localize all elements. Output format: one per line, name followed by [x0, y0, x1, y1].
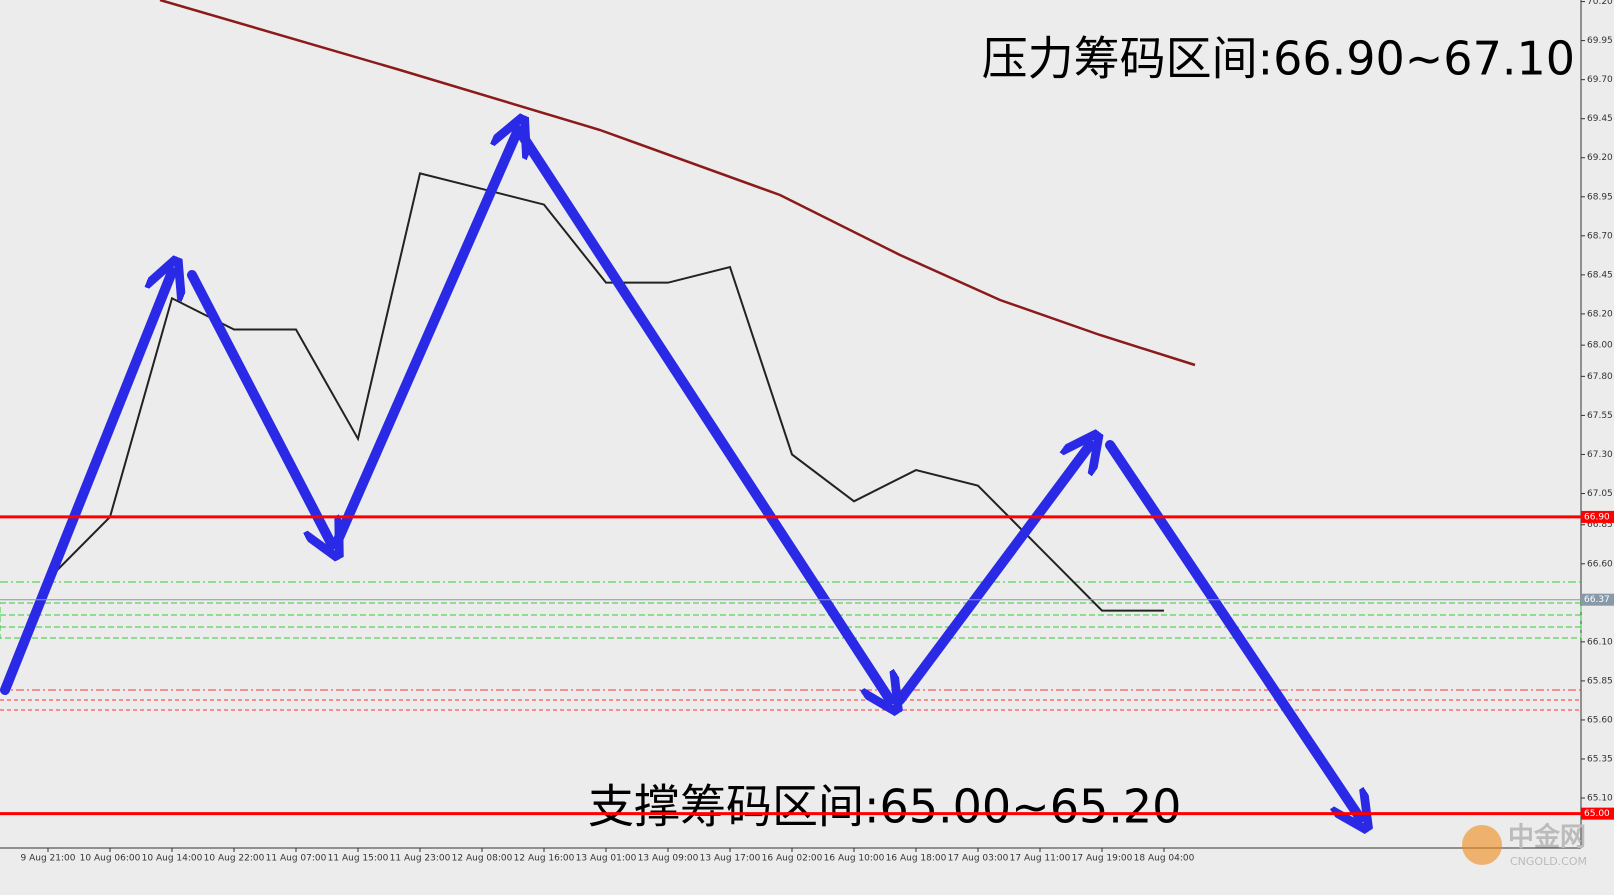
y-tick-label: 70.20: [1587, 0, 1613, 7]
long-ma: [159, 0, 1196, 367]
x-tick-label: 11 Aug 23:00: [390, 854, 451, 864]
plot-area: [0, 0, 1581, 848]
y-tick-label: 68.70: [1587, 231, 1613, 241]
y-tick-label: 65.60: [1587, 715, 1613, 725]
x-tick-label: 16 Aug 10:00: [824, 854, 885, 864]
x-tick-label: 17 Aug 19:00: [1072, 854, 1133, 864]
x-tick-label: 16 Aug 02:00: [762, 854, 823, 864]
y-tick-label: 66.60: [1587, 559, 1613, 569]
arrow: [333, 130, 518, 545]
level-label: 66.37: [1584, 595, 1610, 605]
x-tick-label: 17 Aug 03:00: [948, 854, 1009, 864]
resistance-note: 压力筹码区间:66.90~67.10: [982, 32, 1575, 86]
level-label: 66.90: [1584, 512, 1610, 522]
y-tick-label: 68.20: [1587, 309, 1613, 319]
support-note: 支撑筹码区间:65.00~65.20: [588, 780, 1181, 834]
y-tick-label: 69.45: [1587, 114, 1613, 124]
price-line: [47, 172, 1164, 612]
level-tag: [1581, 593, 1614, 606]
x-tick-label: 10 Aug 22:00: [204, 854, 265, 864]
level-label: 65.00: [1584, 809, 1610, 819]
y-tick-label: 69.95: [1587, 36, 1613, 46]
arrow: [895, 445, 1090, 705]
arrow: [1105, 440, 1360, 818]
y-tick-label: 69.20: [1587, 153, 1613, 163]
level-tag: [1581, 807, 1614, 820]
arrow: [517, 130, 890, 700]
trend-arrows: [0, 130, 1360, 818]
x-tick-label: 13 Aug 01:00: [576, 854, 637, 864]
y-tick-label: 65.10: [1587, 794, 1613, 804]
y-tick-label: 65.85: [1587, 676, 1613, 686]
y-tick-label: 65.35: [1587, 754, 1613, 764]
y-tick-label: 67.80: [1587, 372, 1613, 382]
level-tag: [1581, 510, 1614, 523]
x-tick-label: 9 Aug 21:00: [21, 854, 76, 864]
watermark: CNGOLD.COM: [1510, 855, 1587, 868]
y-tick-label: 68.95: [1587, 192, 1613, 202]
x-tick-label: 18 Aug 04:00: [1134, 854, 1195, 864]
x-tick-label: 13 Aug 09:00: [638, 854, 699, 864]
x-tick-label: 13 Aug 17:00: [700, 854, 761, 864]
x-tick-label: 12 Aug 16:00: [514, 854, 575, 864]
y-tick-label: 67.30: [1587, 450, 1613, 460]
y-tick-label: 67.55: [1587, 411, 1613, 421]
x-tick-label: 11 Aug 07:00: [266, 854, 327, 864]
x-tick-label: 16 Aug 18:00: [886, 854, 947, 864]
watermark-logo: [1462, 825, 1502, 865]
x-tick-label: 11 Aug 15:00: [328, 854, 389, 864]
x-tick-label: 12 Aug 08:00: [452, 854, 513, 864]
y-tick-label: 69.70: [1587, 75, 1613, 85]
arrow: [0, 272, 172, 695]
x-tick-label: 10 Aug 14:00: [142, 854, 203, 864]
watermark: 中金网: [1508, 822, 1586, 853]
y-tick-label: 68.45: [1587, 270, 1613, 280]
x-tick-label: 10 Aug 06:00: [80, 854, 141, 864]
y-tick-label: 66.85: [1587, 520, 1613, 530]
arrow: [187, 270, 332, 545]
y-tick-label: 67.05: [1587, 489, 1613, 499]
y-tick-label: 68.00: [1587, 341, 1613, 351]
zones: [0, 581, 1582, 711]
y-tick-label: 66.10: [1587, 637, 1613, 647]
x-tick-label: 17 Aug 11:00: [1010, 854, 1071, 864]
support-zone: [0, 602, 1582, 639]
